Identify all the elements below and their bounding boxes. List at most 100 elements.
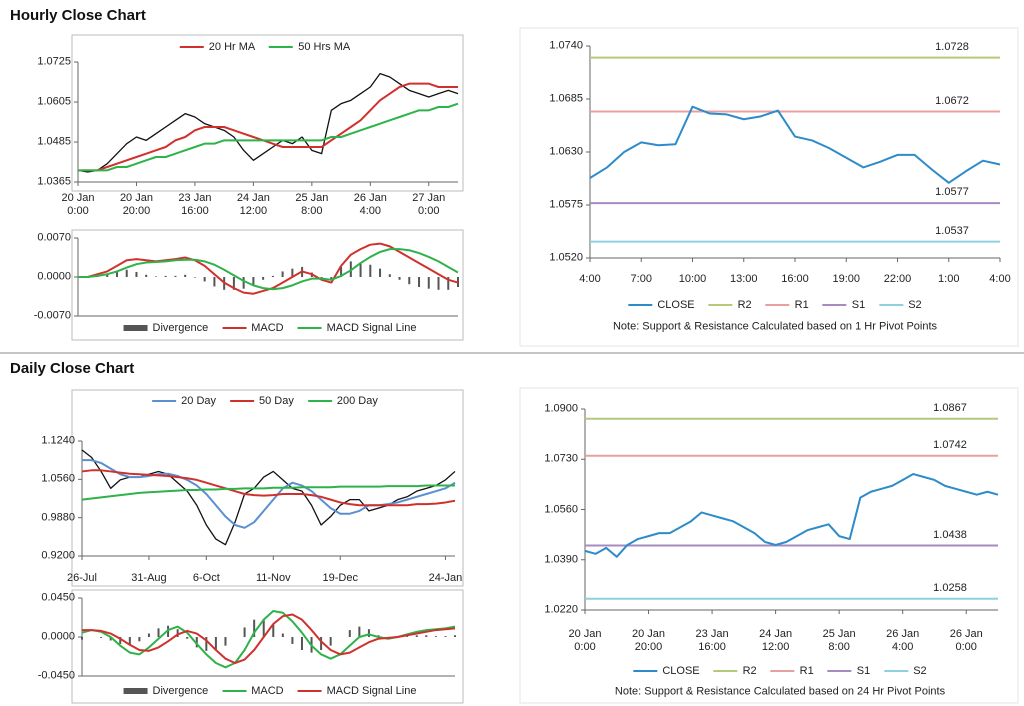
divergence-bar [437,277,440,290]
legend-swatch [628,304,653,306]
y-tick-label: 0.0000 [37,270,71,283]
legend-item: CLOSE [628,299,695,311]
divergence-bar [398,277,401,280]
series-line [81,469,456,507]
divergence-bar [138,637,141,642]
level-label: 1.0438 [933,528,967,541]
legend-swatch [822,304,847,306]
divergence-bar [427,277,430,289]
legend-item: 20 Day [152,395,216,407]
divergence-bar [174,275,177,277]
x-tick-label: 26-Jul [67,572,97,584]
panel-frame [519,387,1019,704]
divergence-bar [348,630,351,637]
legend-label: MACD Signal Line [326,322,417,334]
divergence-bar [214,637,217,650]
macd-line [82,613,456,664]
x-tick-label: 20 Jan 20:00 [632,628,666,653]
legend-swatch [222,690,247,692]
divergence-bar [359,263,362,277]
level-label: 1.0742 [933,438,967,451]
x-tick-label: 6-Oct [192,572,220,584]
y-tick-label: 0.9880 [41,511,75,524]
legend-swatch [770,670,795,672]
y-tick-label: 1.0730 [544,452,578,465]
note: Note: Support & Resistance Calculated ba… [614,685,946,698]
y-tick-label: 1.0605 [37,95,71,108]
legend-label: 50 Hrs MA [298,41,351,53]
divergence-bar [164,275,167,277]
y-tick-label: 1.0575 [549,198,583,211]
legend-item: MACD [222,322,284,334]
legend: Divergence MACD MACD Signal Line [123,685,416,697]
legend-item: 20 Hr MA [179,41,256,53]
divergence-bar [340,266,343,277]
x-tick-label: 4:00 [579,273,601,285]
x-tick-label: 22:00 [883,273,912,285]
legend-swatch [179,46,204,48]
divergence-bar [128,637,131,645]
legend-swatch [123,688,148,694]
panel-frame [519,27,1019,347]
x-tick-label: 26 Jan 4:00 [353,192,387,217]
y-tick-label: 1.0220 [544,603,578,616]
divergence-bar [281,633,284,637]
legend-item: S1 [827,665,870,677]
divergence-bar [157,628,160,637]
divergence-bar [415,635,418,637]
legend: CLOSE R2 R1 S1 S2 [628,299,922,311]
legend-item: R1 [770,665,814,677]
legend-item: R2 [708,299,752,311]
y-tick-label: 1.0485 [37,135,71,148]
y-tick-label: 1.0560 [41,472,75,485]
x-tick-label: 23 Jan 16:00 [178,192,212,217]
legend-swatch [222,327,247,329]
legend-label: 50 Day [259,395,294,407]
legend-swatch [879,304,904,306]
divergence-bar [100,637,103,638]
divergence-bar [291,268,294,277]
legend-label: S1 [851,299,866,311]
price-line [77,73,459,173]
x-tick-label: 25 Jan 8:00 [295,192,329,217]
legend-label: MACD [251,322,284,334]
legend-label: MACD [251,685,284,697]
divergence-bar [109,637,112,641]
divergence-bar [119,637,122,644]
legend-item: Divergence [123,685,208,697]
legend-item: 50 Hrs MA [269,41,350,53]
divergence-bar [369,264,372,277]
legend-swatch [307,400,332,402]
legend-label: R1 [799,665,814,677]
y-tick-label: 0.0070 [37,231,71,244]
x-tick-label: 26 Jan 4:00 [886,628,920,653]
y-tick-label: 1.0725 [37,55,71,68]
level-label: 1.0672 [935,94,969,107]
divergence-bar [300,637,303,650]
legend-swatch [230,400,255,402]
panel-frame [71,229,464,341]
legend-label: CLOSE [657,299,695,311]
x-tick-label: 23 Jan 16:00 [695,628,729,653]
legend-swatch [297,327,322,329]
legend-swatch [269,46,294,48]
divergence-bar [176,629,179,637]
x-tick-label: 19-Dec [322,572,358,584]
divergence-bar [125,269,128,277]
y-tick-label: -0.0450 [37,669,75,682]
divergence-bar [115,271,118,277]
divergence-bar [367,629,370,637]
macd-line [81,610,456,669]
legend-label: 20 Hr MA [208,41,256,53]
divergence-bar [243,627,246,637]
divergence-bar [388,274,391,277]
legend-item: Divergence [123,322,209,334]
level-label: 1.0867 [933,401,967,414]
series-line [589,105,1001,184]
y-tick-label: 1.0365 [37,175,71,188]
legend-label: Divergence [152,322,209,334]
divergence-bar [186,637,189,639]
y-tick-label: 0.0000 [41,630,75,643]
divergence-bar [447,277,450,290]
legend-item: 200 Day [307,395,378,407]
